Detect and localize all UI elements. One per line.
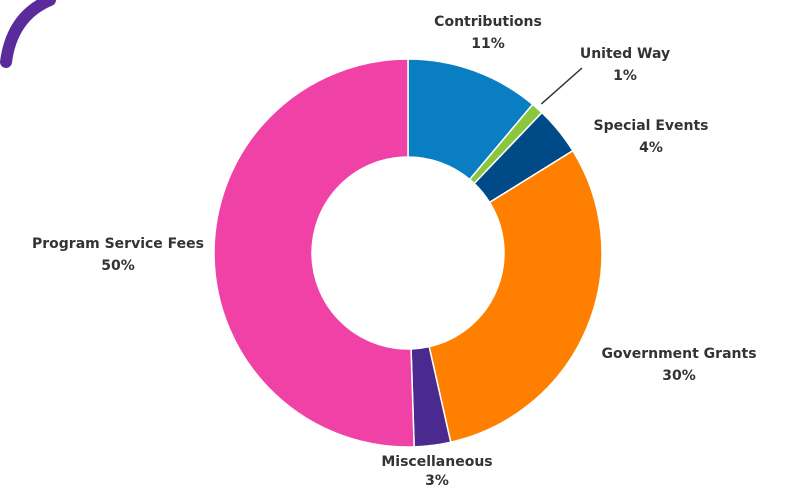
label-special-events-name: Special Events — [594, 118, 709, 134]
label-special-events-pct: 4% — [639, 140, 663, 156]
label-miscellaneous-pct: 3% — [425, 473, 449, 487]
label-miscellaneous-name: Miscellaneous — [381, 454, 492, 470]
donut-slices — [213, 58, 603, 448]
label-contributions-pct: 11% — [471, 36, 505, 52]
slice-government-grants — [428, 149, 603, 444]
corner-arc-decoration — [0, 0, 56, 68]
label-program-service-fees-pct: 50% — [101, 258, 135, 274]
label-government-grants-name: Government Grants — [601, 346, 756, 362]
slice-program-service-fees — [213, 58, 415, 448]
label-government-grants-pct: 30% — [662, 368, 696, 384]
label-united-way-name: United Way — [580, 46, 670, 62]
label-program-service-fees-name: Program Service Fees — [32, 236, 204, 252]
label-contributions-name: Contributions — [434, 14, 542, 30]
leader-line-united-way — [540, 67, 583, 105]
leader-lines — [540, 67, 583, 105]
label-united-way-pct: 1% — [613, 68, 637, 84]
